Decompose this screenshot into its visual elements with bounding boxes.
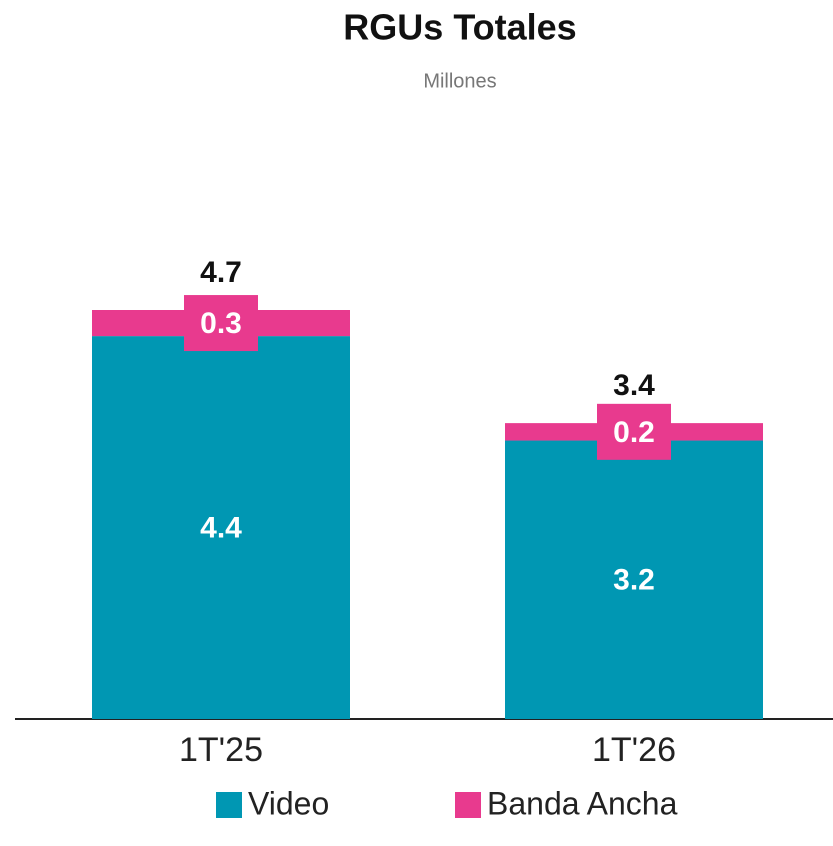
legend-swatch — [216, 792, 242, 818]
bar-segment — [505, 440, 763, 719]
chart-title: RGUs Totales — [343, 7, 576, 48]
total-label: 3.4 — [613, 369, 655, 402]
value-label-box — [597, 403, 671, 460]
legend-label: Video — [248, 785, 329, 821]
x-tick-label: 1T'25 — [179, 731, 263, 769]
total-label: 4.7 — [200, 256, 242, 289]
bar-segment — [92, 336, 350, 719]
value-label: 0.3 — [200, 307, 242, 340]
value-label-box — [184, 295, 258, 352]
chart-subtitle: Millones — [423, 70, 496, 92]
legend-swatch — [455, 792, 481, 818]
legend-label: Banda Ancha — [487, 785, 678, 821]
value-label: 4.4 — [200, 511, 242, 544]
x-tick-label: 1T'26 — [592, 731, 676, 769]
value-label: 0.2 — [613, 416, 655, 449]
value-label: 3.2 — [613, 564, 655, 597]
